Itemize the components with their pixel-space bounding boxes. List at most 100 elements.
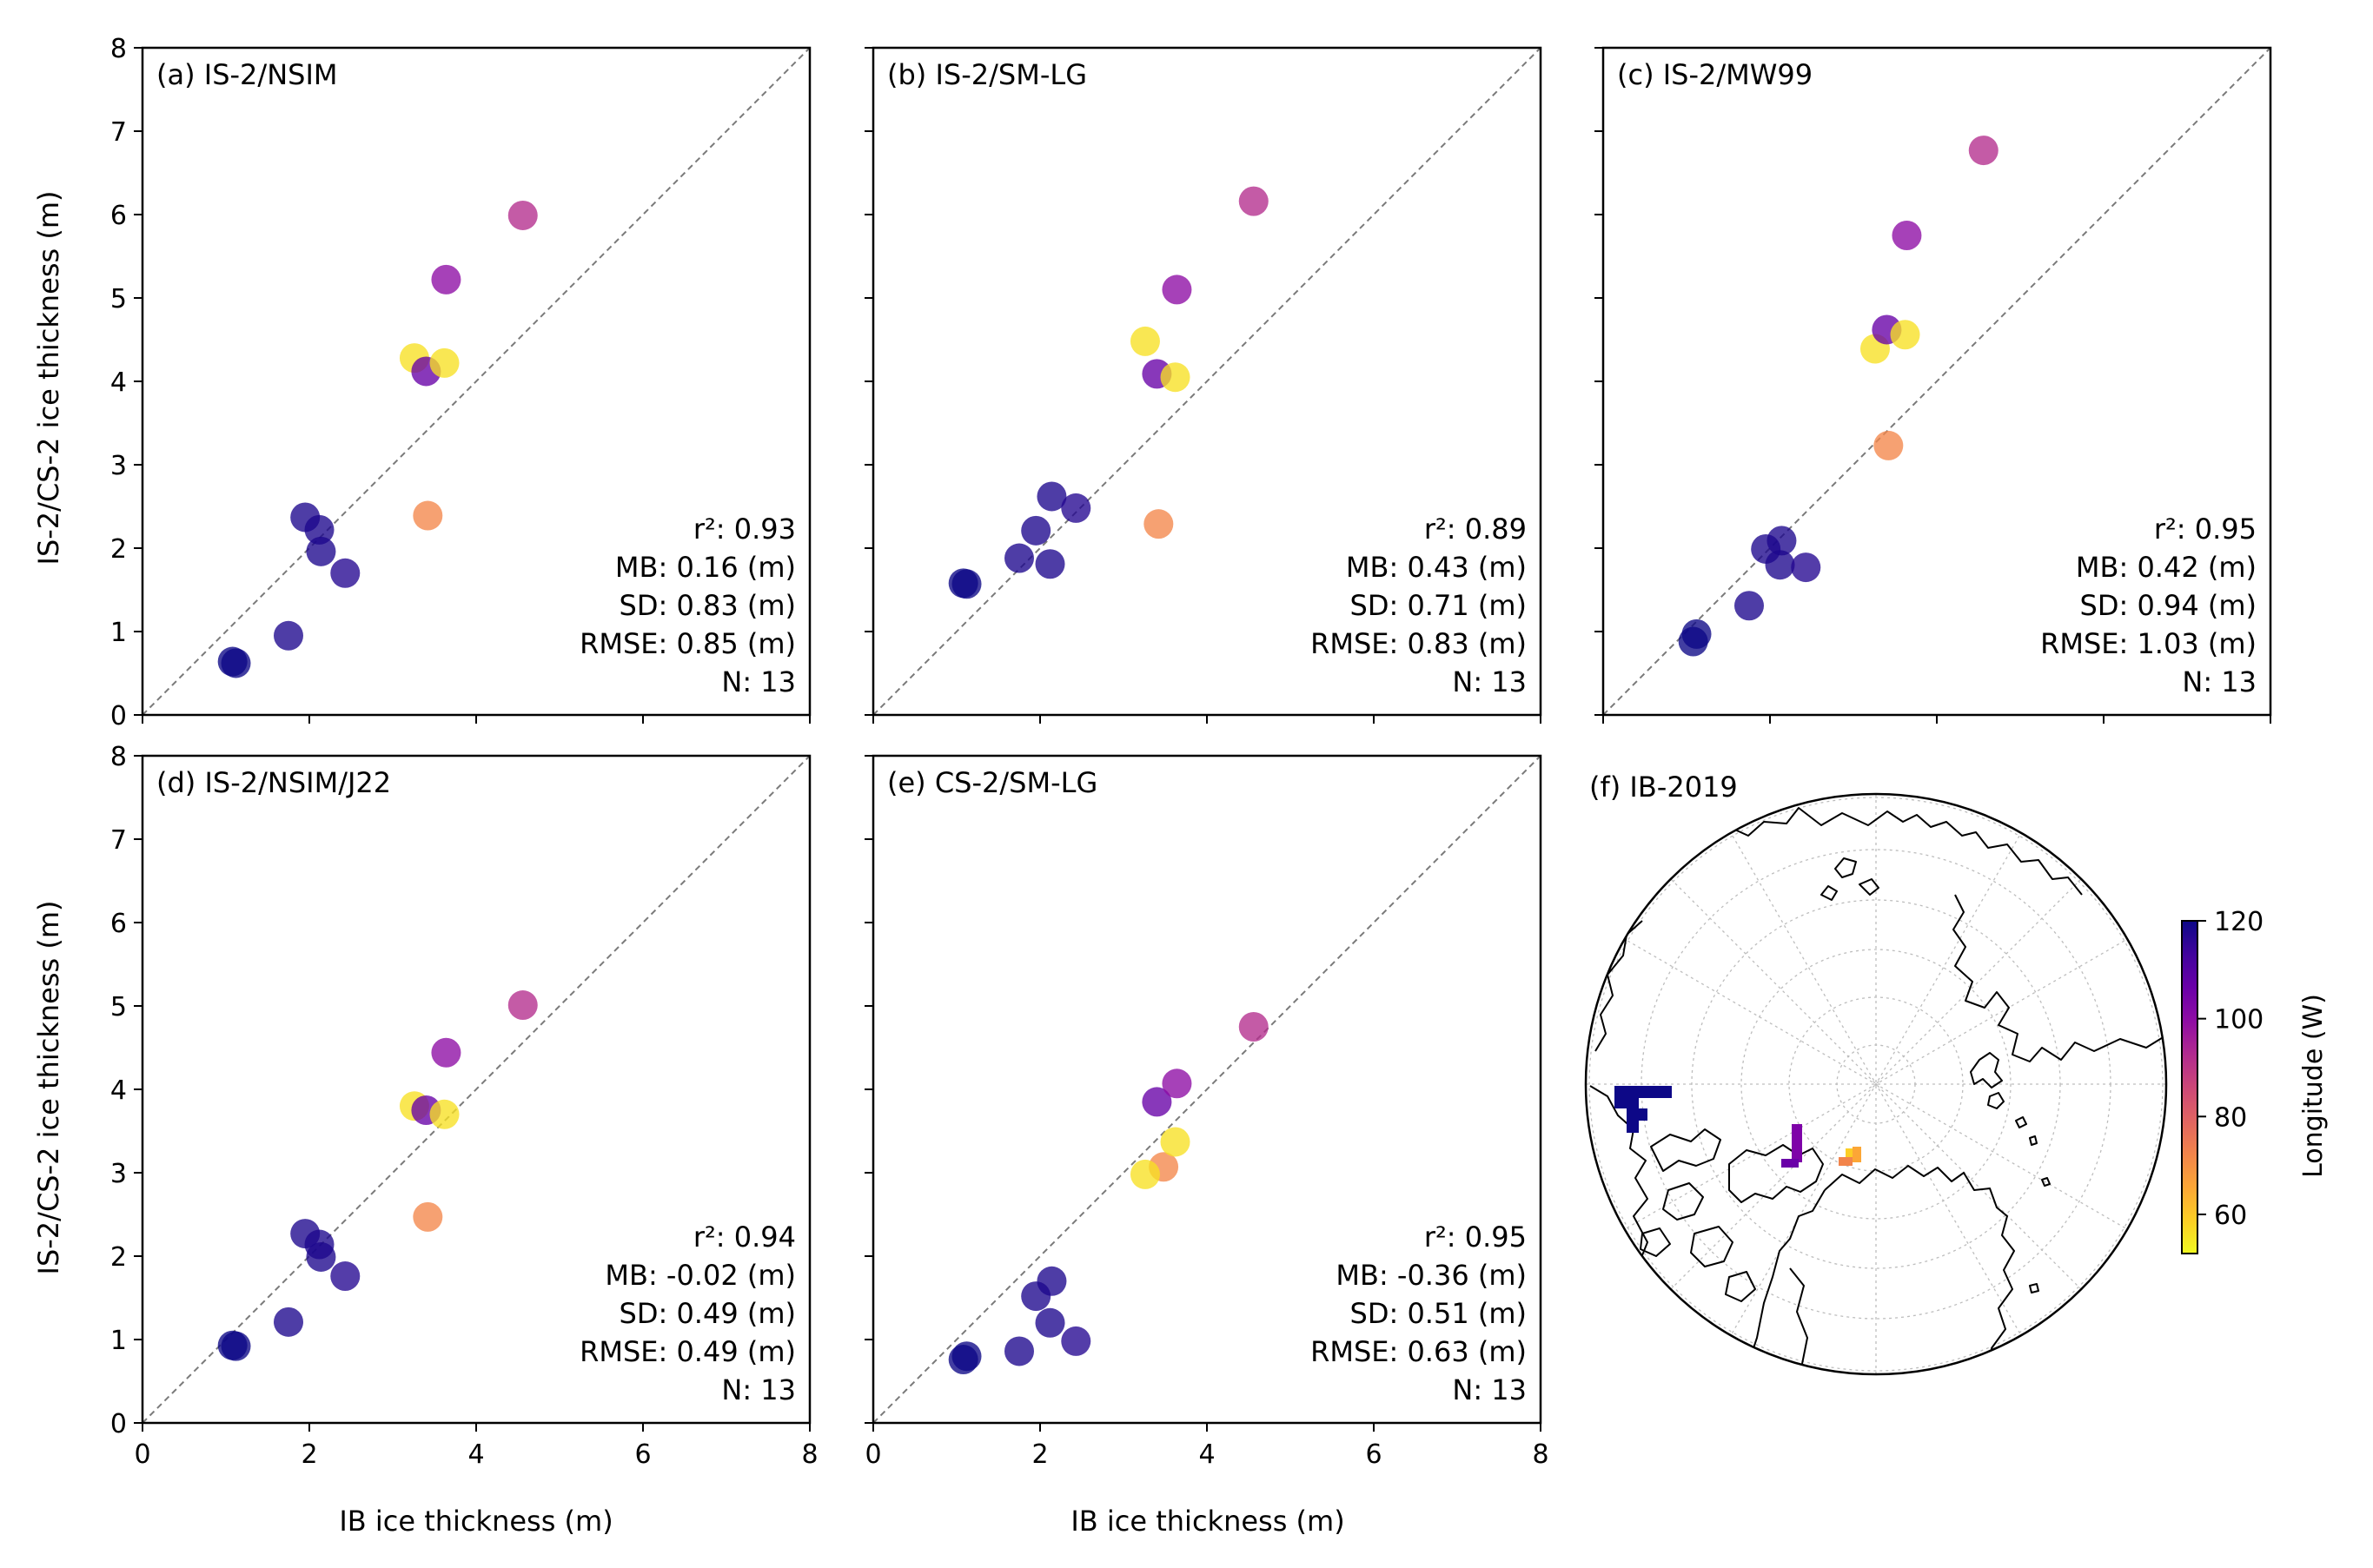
data-point — [274, 620, 303, 651]
scatter-panel: (b) IS-2/SM-LG r²: 0.89 MB: 0.43 (m) SD: 0.… — [865, 46, 1542, 724]
data-point — [306, 1241, 336, 1272]
coastline-siberia-islands — [1820, 857, 1879, 901]
coastline-small-islands — [2015, 1116, 2051, 1293]
data-point — [1162, 1068, 1192, 1099]
one-to-one-line — [142, 47, 811, 716]
map-title: (f) IB-2019 — [1589, 771, 1738, 804]
one-to-one-line — [872, 47, 1541, 716]
data-point — [1037, 1266, 1067, 1296]
scatter-panel: 0 1 2 3 4 5 6 7 8 0 2 4 6 8 (d) IS-2/NSIM/J22 r²: 0.94 M… — [110, 742, 819, 1470]
data-point — [1162, 275, 1192, 305]
stat-annotation: N: 13 — [721, 665, 796, 698]
y-tick-label: 1 — [110, 1326, 127, 1356]
data-point — [1035, 1307, 1065, 1338]
data-point — [1765, 550, 1795, 580]
data-point — [1734, 591, 1764, 621]
data-point — [1766, 526, 1797, 556]
stat-annotation: N: 13 — [1452, 1373, 1527, 1406]
scatter-panel: 0 2 4 6 8 (e) CS-2/SM-LG r²: 0.95 MB: -0.36 (m)… — [865, 754, 1549, 1470]
track-cell-100w-b — [1781, 1159, 1799, 1168]
panel-title: (a) IS-2/NSIM — [156, 58, 337, 91]
data-point — [221, 648, 251, 678]
map-panel: (f) IB-2019 — [1584, 771, 2168, 1376]
x-tick-label: 8 — [1532, 1439, 1548, 1470]
xlabel-middle: IB ice thickness (m) — [1071, 1505, 1344, 1538]
y-tick-label: 8 — [110, 34, 127, 64]
y-tick-label: 3 — [110, 451, 127, 481]
colorbar-tick-label: 60 — [2214, 1201, 2247, 1231]
scatter-panel: (c) IS-2/MW99 r²: 0.95 MB: 0.42 (m) SD: 0.9… — [1594, 46, 2272, 724]
x-tick-label: 6 — [634, 1439, 651, 1470]
panel-title: (c) IS-2/MW99 — [1617, 58, 1813, 91]
stat-annotation: r²: 0.95 — [2154, 513, 2257, 546]
stat-annotation: RMSE: 1.03 (m) — [2040, 627, 2257, 660]
flight-track-cells — [1614, 1086, 1861, 1168]
track-cell-60w-a — [1853, 1147, 1861, 1162]
stat-annotation: N: 13 — [2182, 665, 2257, 698]
colorbar-tick-label: 80 — [2214, 1102, 2247, 1133]
map-boundary — [1584, 792, 2168, 1376]
one-to-one-line — [872, 755, 1541, 1424]
y-tick-label: 2 — [110, 534, 127, 565]
colorbar-gradient — [2181, 920, 2198, 1254]
data-point — [1238, 186, 1269, 216]
y-tick-label: 5 — [110, 284, 127, 314]
ylabel-bottom: IS-2/CS-2 ice thickness (m) — [32, 901, 65, 1275]
y-tick-label: 0 — [110, 1409, 127, 1439]
x-tick-label: 4 — [467, 1439, 484, 1470]
track-cell-120w-c — [1627, 1098, 1639, 1133]
x-tick-label: 0 — [134, 1439, 150, 1470]
coastline-ellesmere — [1728, 1144, 1824, 1203]
coastline-north-asia — [1702, 807, 2083, 896]
colorbar: 120 100 80 60 Longitude (W) — [2181, 907, 2329, 1254]
data-point — [1130, 326, 1160, 356]
coastline-baffin — [1789, 1267, 1808, 1365]
data-point — [1892, 221, 1922, 250]
stat-annotation: MB: -0.02 (m) — [605, 1259, 796, 1292]
data-point — [951, 1341, 982, 1372]
colorbar-tick-label: 100 — [2214, 1005, 2264, 1035]
data-point — [1160, 1127, 1190, 1157]
data-point — [951, 569, 982, 599]
data-point — [1035, 549, 1065, 579]
panel-title: (b) IS-2/SM-LG — [887, 58, 1087, 91]
colorbar-tick-label: 120 — [2214, 907, 2264, 937]
scatter-panel: 0 1 2 3 4 5 6 7 8 (a) IS-2/NSIM r²: 0.93 MB: 0.16 (… — [110, 34, 812, 731]
stat-annotation: RMSE: 0.49 (m) — [580, 1335, 796, 1368]
stat-annotation: MB: 0.43 (m) — [1346, 551, 1527, 584]
data-point — [413, 500, 443, 531]
data-point — [306, 536, 336, 566]
stat-annotation: MB: 0.42 (m) — [2076, 551, 2257, 584]
stat-annotation: r²: 0.93 — [693, 513, 796, 546]
stat-annotation: RMSE: 0.83 (m) — [1310, 627, 1527, 660]
coastline-canada-archipelago — [1640, 1128, 1756, 1302]
scatter-panels: 0 1 2 3 4 5 6 7 8 (a) IS-2/NSIM r²: 0.93 MB: 0.16 (… — [110, 34, 2272, 1470]
data-point — [1037, 481, 1067, 512]
data-point — [431, 264, 461, 294]
data-point — [431, 1037, 461, 1068]
stat-annotation: SD: 0.83 (m) — [620, 589, 796, 622]
xlabel-left: IB ice thickness (m) — [339, 1505, 613, 1538]
data-point — [507, 990, 538, 1021]
x-tick-label: 2 — [1031, 1439, 1048, 1470]
stat-annotation: RMSE: 0.85 (m) — [580, 627, 796, 660]
track-cell-120w-d — [1639, 1108, 1647, 1121]
data-point — [1791, 552, 1821, 583]
data-point — [1890, 320, 1920, 350]
y-tick-label: 0 — [110, 701, 127, 731]
y-tick-label: 6 — [110, 909, 127, 939]
stat-annotation: N: 13 — [1452, 665, 1527, 698]
data-point — [1021, 515, 1051, 546]
data-point — [330, 1261, 361, 1292]
coastline-scandinavia — [1952, 894, 2166, 1062]
stat-annotation: MB: -0.36 (m) — [1336, 1259, 1527, 1292]
data-point — [1061, 1326, 1091, 1356]
coastline-greenland — [1824, 1165, 2015, 1373]
panel-title: (d) IS-2/NSIM/J22 — [156, 766, 391, 799]
data-point — [274, 1307, 303, 1337]
y-tick-label: 7 — [110, 117, 127, 148]
one-to-one-line — [1602, 47, 2271, 716]
y-tick-label: 1 — [110, 618, 127, 648]
one-to-one-line — [142, 755, 811, 1424]
